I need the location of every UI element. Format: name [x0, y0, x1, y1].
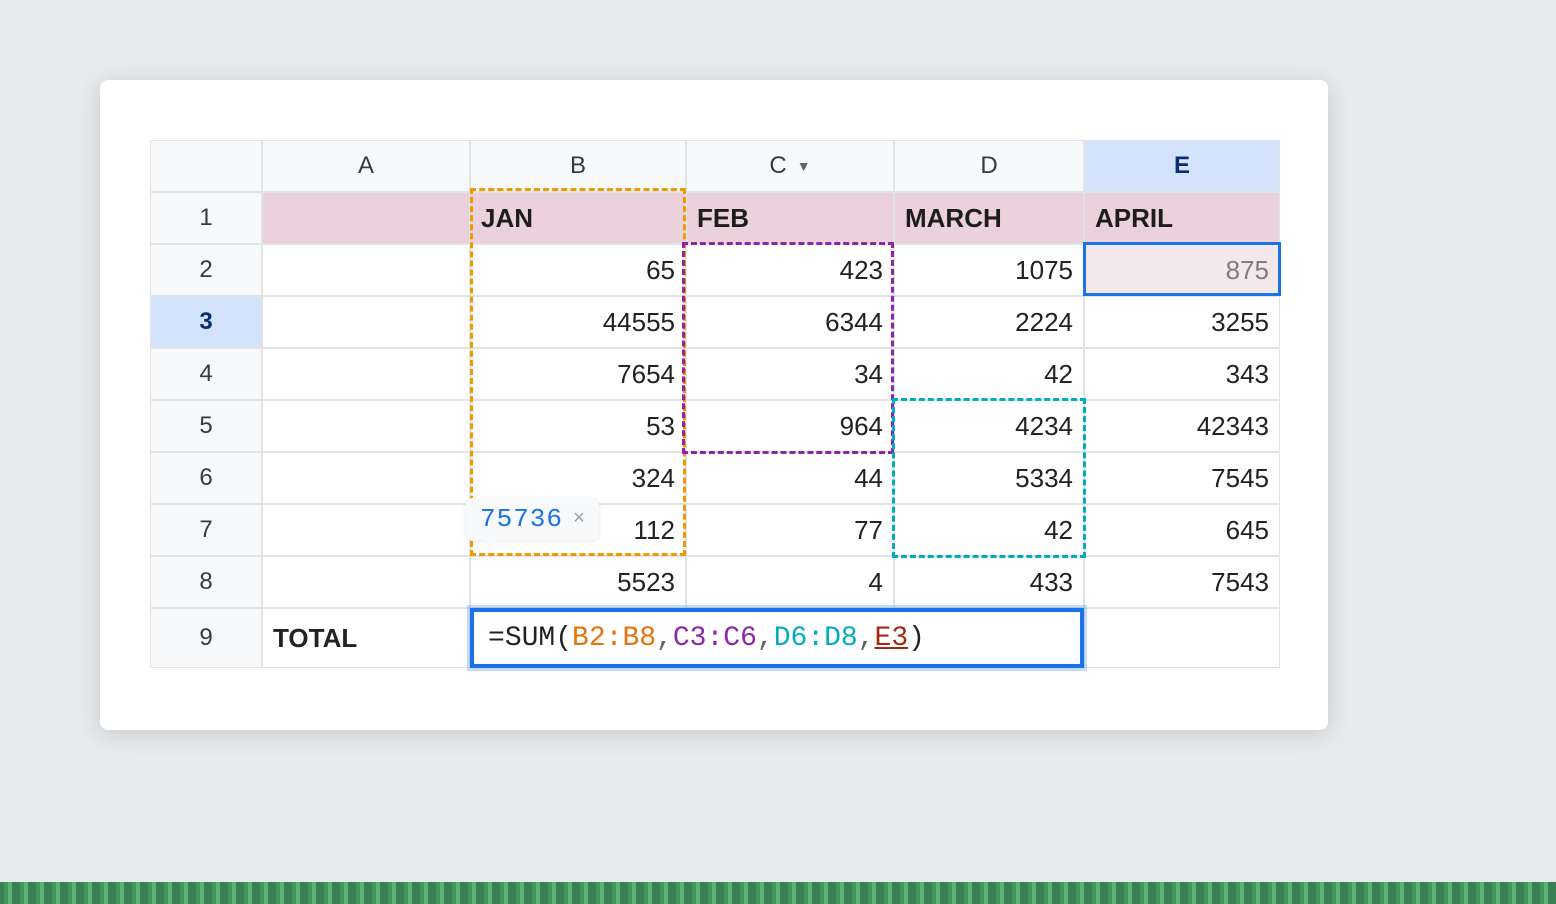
- formula-open: (: [555, 623, 572, 654]
- cell-e6[interactable]: 7545: [1084, 452, 1280, 504]
- cell-a9-total[interactable]: TOTAL: [262, 608, 470, 668]
- cell-b3[interactable]: 44555: [470, 296, 686, 348]
- cell-e5[interactable]: 42343: [1084, 400, 1280, 452]
- spreadsheet-card: A B C ▼ D E 1 JAN FEB MARCH APRIL 2 65 4…: [100, 80, 1328, 730]
- select-all-corner[interactable]: [150, 140, 262, 192]
- spreadsheet: A B C ▼ D E 1 JAN FEB MARCH APRIL 2 65 4…: [150, 140, 1278, 680]
- cell-a5[interactable]: [262, 400, 470, 452]
- formula-range-3: D6:D8: [774, 623, 858, 654]
- cell-d8[interactable]: 433: [894, 556, 1084, 608]
- cell-b8[interactable]: 5523: [470, 556, 686, 608]
- cell-c2[interactable]: 423: [686, 244, 894, 296]
- bottom-accent-bar: [0, 882, 1556, 904]
- cell-d3[interactable]: 2224: [894, 296, 1084, 348]
- cell-c4[interactable]: 34: [686, 348, 894, 400]
- cell-e2[interactable]: 875: [1084, 244, 1280, 296]
- cell-b4[interactable]: 7654: [470, 348, 686, 400]
- formula-cell-b9[interactable]: =SUM(B2:B8,C3:C6,D6:D8,E3): [470, 608, 1084, 668]
- cell-a6[interactable]: [262, 452, 470, 504]
- formula-sep1: ,: [656, 623, 673, 654]
- formula-range-1: B2:B8: [572, 623, 656, 654]
- cell-d7[interactable]: 42: [894, 504, 1084, 556]
- cell-c5[interactable]: 964: [686, 400, 894, 452]
- row-header-9[interactable]: 9: [150, 608, 262, 668]
- cell-c6[interactable]: 44: [686, 452, 894, 504]
- formula-sep3: ,: [858, 623, 875, 654]
- row-header-1[interactable]: 1: [150, 192, 262, 244]
- cell-e1[interactable]: APRIL: [1084, 192, 1280, 244]
- col-header-e[interactable]: E: [1084, 140, 1280, 192]
- formula-range-2: C3:C6: [673, 623, 757, 654]
- col-header-a[interactable]: A: [262, 140, 470, 192]
- cell-b2[interactable]: 65: [470, 244, 686, 296]
- formula-range-4: E3: [875, 623, 909, 654]
- cell-c8[interactable]: 4: [686, 556, 894, 608]
- column-menu-icon[interactable]: ▼: [797, 158, 811, 174]
- row-header-5[interactable]: 5: [150, 400, 262, 452]
- cell-a3[interactable]: [262, 296, 470, 348]
- cell-d2[interactable]: 1075: [894, 244, 1084, 296]
- row-header-2[interactable]: 2: [150, 244, 262, 296]
- formula-equals: =: [488, 623, 505, 654]
- formula-preview-value: 75736: [480, 504, 563, 534]
- cell-d1[interactable]: MARCH: [894, 192, 1084, 244]
- row-header-8[interactable]: 8: [150, 556, 262, 608]
- cell-e4[interactable]: 343: [1084, 348, 1280, 400]
- cell-e7[interactable]: 645: [1084, 504, 1280, 556]
- col-header-c-label: C: [769, 152, 786, 180]
- cell-e3[interactable]: 3255: [1084, 296, 1280, 348]
- cell-a4[interactable]: [262, 348, 470, 400]
- cell-a2[interactable]: [262, 244, 470, 296]
- cell-d4[interactable]: 42: [894, 348, 1084, 400]
- col-header-b[interactable]: B: [470, 140, 686, 192]
- cell-b1[interactable]: JAN: [470, 192, 686, 244]
- cell-e8[interactable]: 7543: [1084, 556, 1280, 608]
- cell-a1[interactable]: [262, 192, 470, 244]
- cell-a8[interactable]: [262, 556, 470, 608]
- formula-preview-tooltip: 75736 ×: [466, 498, 599, 540]
- col-header-c[interactable]: C ▼: [686, 140, 894, 192]
- col-header-d[interactable]: D: [894, 140, 1084, 192]
- cell-c7[interactable]: 77: [686, 504, 894, 556]
- cell-e9[interactable]: [1084, 608, 1280, 668]
- cell-d6[interactable]: 5334: [894, 452, 1084, 504]
- grid: A B C ▼ D E 1 JAN FEB MARCH APRIL 2 65 4…: [150, 140, 1278, 668]
- formula-fn: SUM: [505, 623, 555, 654]
- cell-d5[interactable]: 4234: [894, 400, 1084, 452]
- row-header-6[interactable]: 6: [150, 452, 262, 504]
- formula-sep2: ,: [757, 623, 774, 654]
- cell-b5[interactable]: 53: [470, 400, 686, 452]
- close-icon[interactable]: ×: [573, 508, 585, 531]
- row-header-4[interactable]: 4: [150, 348, 262, 400]
- cell-b6[interactable]: 324: [470, 452, 686, 504]
- row-header-3[interactable]: 3: [150, 296, 262, 348]
- row-header-7[interactable]: 7: [150, 504, 262, 556]
- cell-c1[interactable]: FEB: [686, 192, 894, 244]
- cell-c3[interactable]: 6344: [686, 296, 894, 348]
- cell-a7[interactable]: [262, 504, 470, 556]
- formula-close: ): [908, 623, 925, 654]
